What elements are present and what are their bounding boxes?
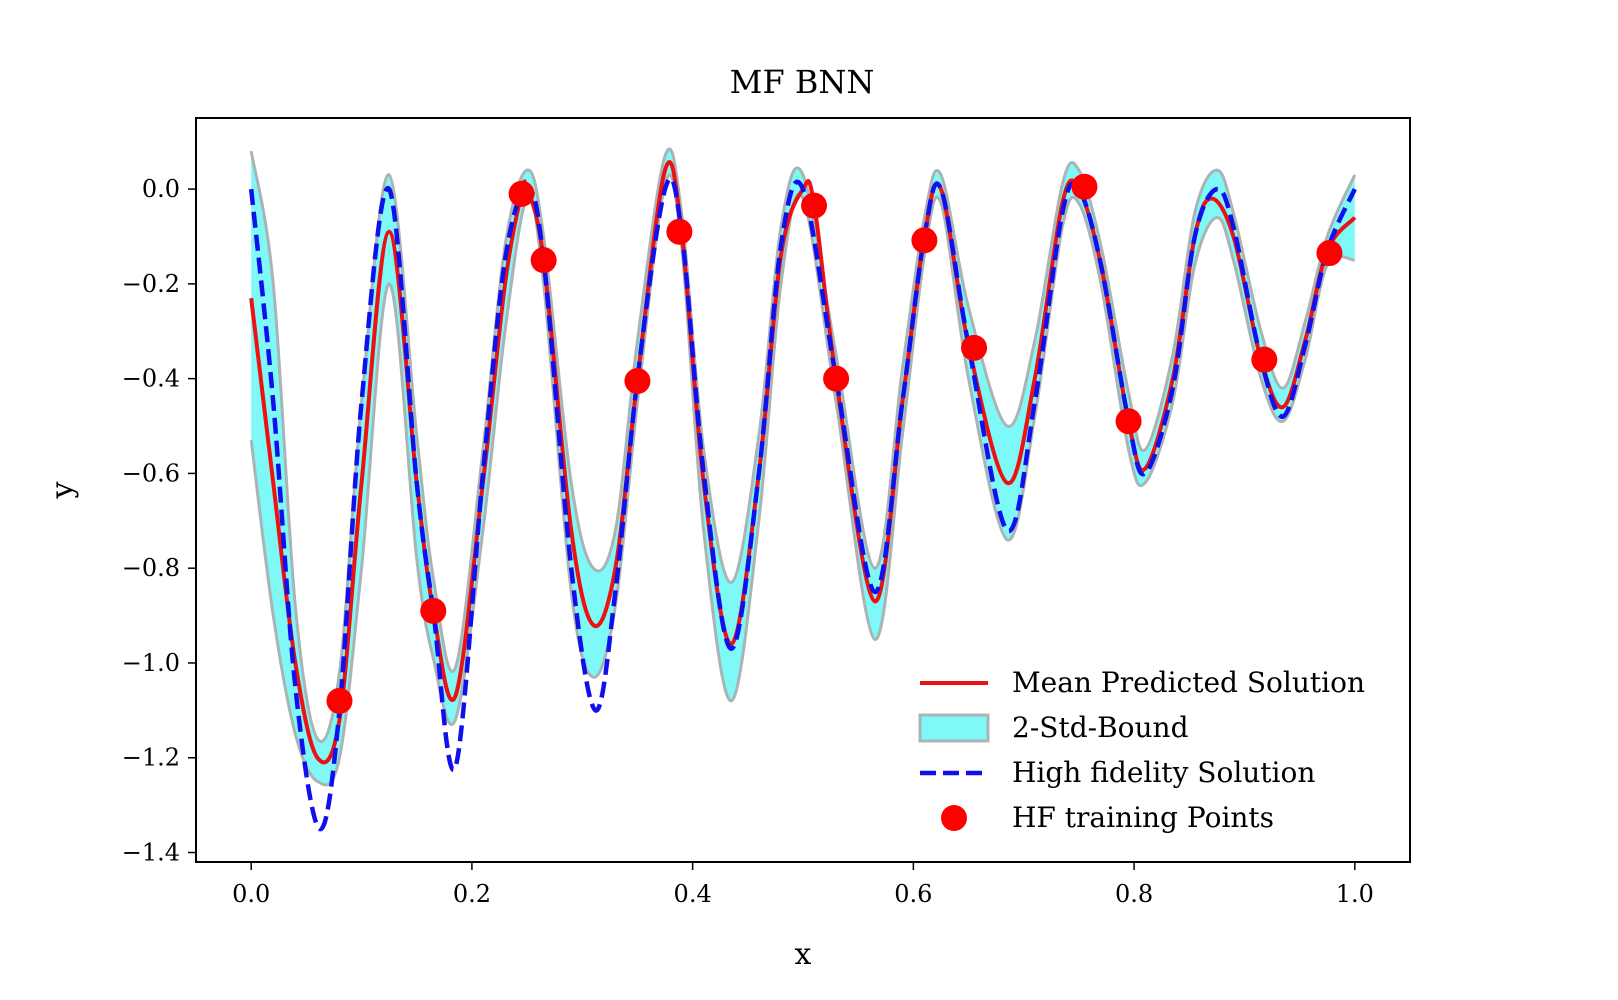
hf-training-point xyxy=(911,227,938,254)
legend-swatch-points xyxy=(941,805,967,831)
legend: Mean Predicted Solution 2-Std-Bound High f… xyxy=(918,666,1365,834)
legend-label: Mean Predicted Solution xyxy=(1012,666,1365,699)
y-tick-label: −0.4 xyxy=(122,365,180,393)
y-tick-label: −1.0 xyxy=(122,649,180,677)
plot-area xyxy=(248,147,1357,832)
hf-training-point xyxy=(624,368,651,395)
hf-training-point xyxy=(666,218,693,245)
hf-training-point xyxy=(326,687,353,714)
y-tick-label: −1.2 xyxy=(122,744,180,772)
y-tick-label: −0.8 xyxy=(122,554,180,582)
hf-training-point xyxy=(1316,240,1343,267)
hf-training-point xyxy=(1251,346,1278,373)
hf-training-point xyxy=(1115,408,1142,435)
hf-training-point xyxy=(1071,173,1098,200)
x-tick-label: 0.6 xyxy=(894,880,932,908)
x-axis: 0.0 0.2 0.4 0.6 0.8 1.0 xyxy=(232,862,1374,908)
x-axis-label: x xyxy=(795,937,812,972)
x-tick-label: 0.2 xyxy=(453,880,491,908)
high-fidelity-line xyxy=(248,176,1357,832)
hf-training-point xyxy=(530,247,557,274)
axes-frame xyxy=(195,117,1411,863)
x-tick-label: 0.8 xyxy=(1115,880,1153,908)
x-tick-label: 1.0 xyxy=(1336,880,1374,908)
x-tick-label: 0.0 xyxy=(232,880,270,908)
x-tick-label: 0.4 xyxy=(674,880,712,908)
hf-training-point xyxy=(961,334,988,361)
y-axis: 0.0 −0.2 −0.4 −0.6 −0.8 −1.0 −1.2 −1.4 xyxy=(122,175,196,867)
std-bound-upper-edge xyxy=(249,147,1357,744)
hf-training-point xyxy=(508,180,535,207)
y-tick-label: −0.6 xyxy=(122,459,180,487)
legend-label: 2-Std-Bound xyxy=(1012,711,1189,744)
y-tick-label: 0.0 xyxy=(142,175,180,203)
hf-training-point xyxy=(420,597,447,624)
legend-swatch-band xyxy=(918,713,990,743)
y-tick-label: −0.2 xyxy=(122,270,180,298)
hf-training-point xyxy=(823,365,850,392)
hf-training-point xyxy=(801,192,828,219)
y-tick-label: −1.4 xyxy=(122,839,180,867)
legend-label: High fidelity Solution xyxy=(1012,756,1315,789)
y-axis-label: y xyxy=(45,481,80,499)
legend-label: HF training Points xyxy=(1012,801,1274,834)
chart-title: MF BNN xyxy=(730,63,875,101)
